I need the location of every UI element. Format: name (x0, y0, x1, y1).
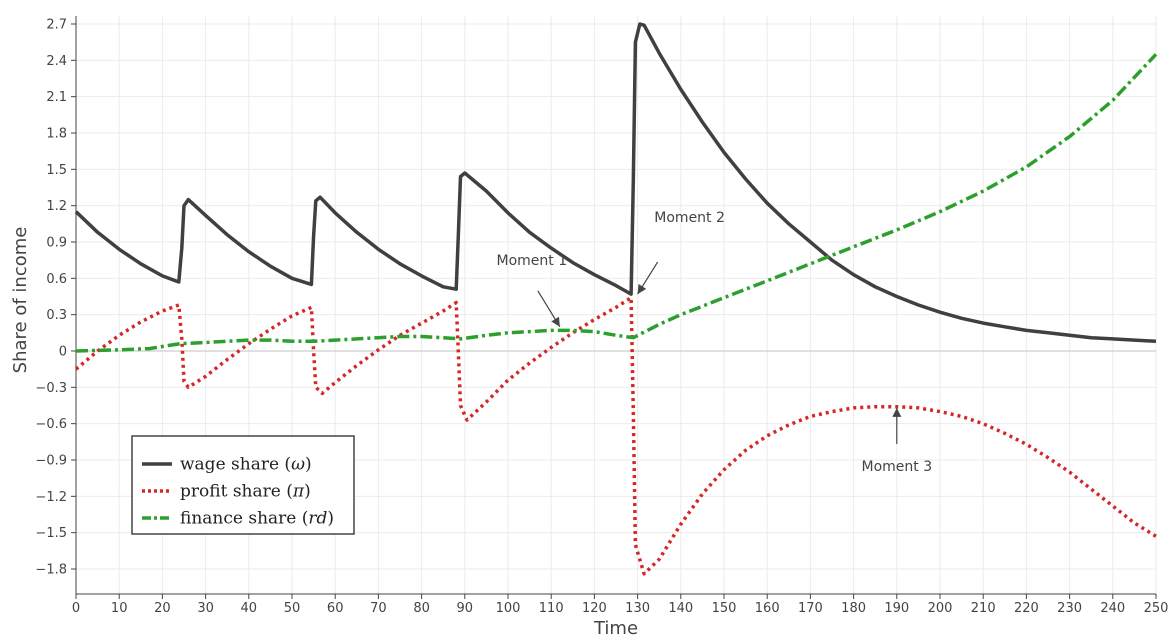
x-tick-label: 200 (928, 601, 953, 616)
x-tick-label: 210 (971, 601, 996, 616)
wage-share-line (74, 22, 1157, 344)
x-tick-label: 80 (413, 601, 430, 616)
annotation-arrowhead (551, 316, 560, 327)
legend-paren: ( (279, 455, 291, 475)
y-tick-label: −0.6 (35, 417, 67, 432)
x-tick-label: 170 (798, 601, 823, 616)
legend-paren: ) (305, 455, 312, 475)
x-tick-label: 10 (111, 601, 128, 616)
legend-label: wage share (ω) (180, 455, 312, 475)
x-axis-title: Time (593, 618, 638, 638)
x-tick-label: 20 (154, 601, 171, 616)
y-tick-label: −1.5 (35, 526, 67, 541)
y-tick-label: 1.8 (46, 127, 67, 142)
x-tick-label: 240 (1100, 601, 1125, 616)
legend-paren: ( (296, 509, 308, 529)
legend-symbol: π (292, 482, 305, 502)
annotation-label: Moment 2 (654, 210, 725, 226)
x-tick-label: 30 (197, 601, 214, 616)
y-tick-label: 1.2 (46, 199, 67, 214)
x-tick-label: 190 (884, 601, 909, 616)
y-axis-title: Share of income (10, 227, 31, 374)
legend-paren: ) (327, 509, 334, 529)
grid (75, 16, 1157, 594)
x-tick-label: 220 (1014, 601, 1039, 616)
x-tick-label: 90 (457, 601, 474, 616)
legend-paren: ( (281, 482, 293, 502)
legend-label: finance share (rd) (180, 509, 334, 529)
legend-label-text: profit share (180, 482, 281, 502)
y-tick-label: −0.9 (35, 454, 67, 469)
x-tick-label: 60 (327, 601, 344, 616)
y-tick-label: 1.5 (46, 163, 67, 178)
legend-paren: ) (304, 482, 311, 502)
x-tick-label: 160 (755, 601, 780, 616)
finance-share-line (75, 53, 1158, 353)
annotation-label: Moment 3 (861, 459, 932, 475)
legend-label: profit share (π) (180, 482, 311, 502)
y-tick-label: −0.3 (35, 381, 67, 396)
y-tick-label: 0 (59, 345, 67, 360)
x-tick-label: 140 (668, 601, 693, 616)
y-tick-label: 0.6 (46, 272, 67, 287)
x-tick-label: 110 (539, 601, 564, 616)
series-lines (74, 22, 1158, 576)
x-tick-label: 230 (1057, 601, 1082, 616)
y-tick-label: −1.2 (35, 490, 67, 505)
x-tick-label: 50 (284, 601, 301, 616)
x-tick-label: 100 (496, 601, 521, 616)
y-tick-label: −1.8 (35, 563, 67, 578)
axes: 0 10 20 30 40 50 60 70 80 90 100 110 120 130 140 150 160… (35, 16, 1168, 616)
y-tick-label: 2.4 (46, 54, 67, 69)
y-tick-label: 0.3 (46, 308, 67, 323)
x-tick-label: 0 (72, 601, 80, 616)
x-tick-label: 40 (241, 601, 258, 616)
x-tick-label: 70 (370, 601, 387, 616)
x-tick-label: 250 (1144, 601, 1169, 616)
x-tick-label: 120 (582, 601, 607, 616)
legend-symbol: ω (291, 455, 305, 475)
y-tick-label: 0.9 (46, 236, 67, 251)
y-tick-label: 2.7 (46, 18, 67, 33)
y-tick-label: 2.1 (46, 90, 67, 105)
legend-label-text: finance share (180, 509, 296, 529)
annotations: Moment 1 Moment 2 Moment 3 (497, 210, 933, 475)
annotation-label: Moment 1 (497, 253, 568, 269)
legend-symbol: rd (308, 509, 327, 529)
legend: wage share (ω)profit share (π)finance sh… (131, 435, 355, 535)
annotation-arrowhead (892, 407, 902, 417)
x-tick-label: 130 (625, 601, 650, 616)
legend-label-text: wage share (180, 455, 279, 475)
profit-share-line (74, 295, 1157, 576)
annotation-arrowhead (637, 284, 647, 295)
x-tick-label: 180 (841, 601, 866, 616)
x-tick-label: 150 (712, 601, 737, 616)
